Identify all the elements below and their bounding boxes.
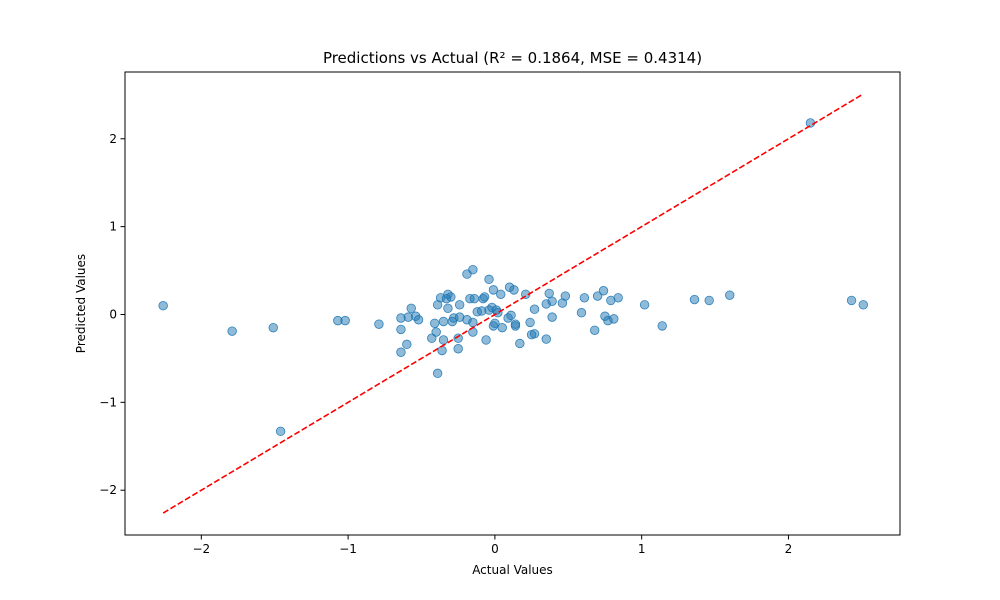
- data-point: [430, 318, 440, 328]
- x-axis-label: Actual Values: [472, 563, 553, 577]
- data-point: [438, 316, 449, 327]
- data-point: [496, 289, 506, 299]
- data-point: [488, 285, 499, 295]
- data-point: [547, 312, 557, 322]
- data-point: [453, 344, 463, 354]
- data-point: [443, 303, 453, 314]
- x-tick-label: 0: [491, 542, 499, 556]
- x-tick-label: −1: [339, 542, 357, 556]
- data-point: [454, 300, 465, 310]
- data-point: [541, 334, 551, 344]
- data-point: [268, 322, 278, 333]
- data-point: [579, 293, 590, 303]
- data-point: [406, 303, 416, 314]
- y-tick-label: 2: [109, 132, 117, 146]
- data-point: [446, 292, 456, 302]
- data-point: [227, 326, 237, 336]
- y-tick-label: 0: [109, 307, 117, 321]
- data-point: [506, 310, 516, 321]
- data-point: [704, 295, 714, 306]
- data-point: [402, 339, 412, 350]
- data-point: [613, 293, 623, 303]
- data-point: [340, 315, 350, 326]
- data-point: [484, 274, 494, 285]
- x-tick-label: −2: [192, 542, 210, 556]
- data-point: [493, 308, 503, 318]
- data-point: [396, 347, 406, 357]
- data-point: [510, 321, 521, 331]
- y-axis-label: Predicted Values: [74, 254, 88, 353]
- data-point: [689, 294, 700, 305]
- data-point: [529, 329, 540, 339]
- data-point: [525, 317, 535, 328]
- data-point: [481, 335, 491, 345]
- y-tick-label: 1: [109, 220, 117, 234]
- data-point: [657, 321, 667, 331]
- y-tick-label: −2: [99, 483, 117, 497]
- data-point: [609, 314, 619, 324]
- data-point: [639, 300, 650, 310]
- data-points: [158, 118, 869, 437]
- data-point: [590, 325, 600, 336]
- data-point: [598, 286, 609, 296]
- data-point: [560, 291, 571, 301]
- data-point: [468, 317, 478, 328]
- data-point: [725, 290, 735, 300]
- x-tick-label: 2: [785, 542, 793, 556]
- data-point: [431, 327, 441, 337]
- data-point: [437, 345, 447, 356]
- data-point: [275, 426, 286, 437]
- data-point: [547, 296, 557, 307]
- data-point: [490, 318, 500, 328]
- chart-title: Predictions vs Actual (R² = 0.1864, MSE …: [323, 49, 702, 67]
- data-point: [468, 264, 478, 275]
- y-axis-ticks: −2 −1 0 1 2: [99, 132, 125, 497]
- data-point: [479, 292, 490, 302]
- data-point: [858, 300, 869, 310]
- data-point: [846, 295, 857, 306]
- data-point: [396, 324, 406, 335]
- data-point: [592, 291, 603, 301]
- data-point: [509, 285, 519, 295]
- data-point: [432, 368, 443, 379]
- y-tick-label: −1: [99, 395, 117, 409]
- data-point: [544, 288, 554, 299]
- x-axis-ticks: −2 −1 0 1 2: [192, 535, 792, 556]
- data-point: [515, 338, 525, 349]
- data-point: [158, 301, 168, 311]
- data-point: [438, 335, 449, 345]
- data-point: [497, 322, 507, 333]
- data-point: [576, 308, 587, 318]
- data-point: [413, 315, 424, 325]
- x-tick-label: 1: [638, 542, 646, 556]
- plot-frame: [124, 71, 901, 536]
- data-point: [374, 319, 384, 329]
- data-point: [529, 304, 540, 314]
- data-point: [469, 293, 480, 304]
